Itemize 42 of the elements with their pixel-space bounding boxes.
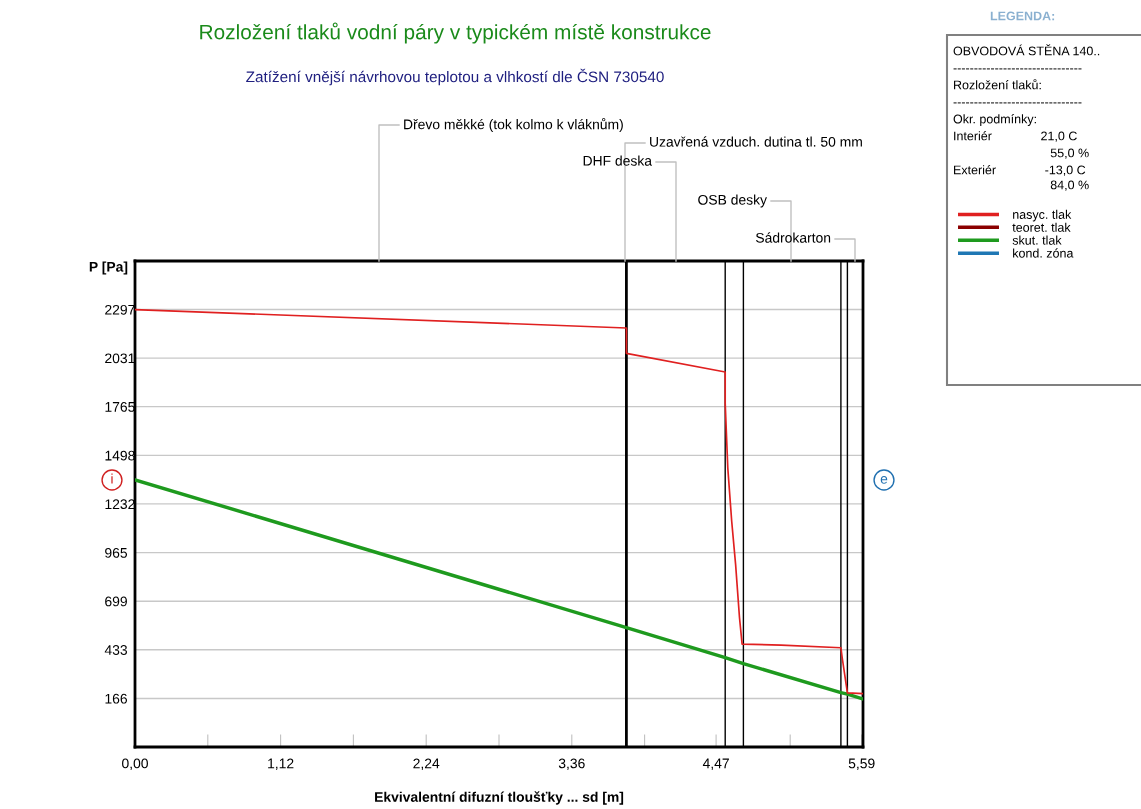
- text: Exteriér -13,0 C: [954, 165, 1086, 176]
- y-tick-label: 2297: [105, 304, 135, 315]
- text: 55,0 %: [1050, 148, 1089, 159]
- y-tick-label: 965: [105, 547, 128, 558]
- text: i: [111, 473, 113, 484]
- text: OSB desky: [698, 194, 767, 208]
- chart-subtitle: Zatížení vnější návrhovou teplotou a vlhkostí dle ČSN 730540: [246, 68, 664, 86]
- y-tick-label: 2031: [105, 353, 135, 364]
- text: -------------------------------: [953, 102, 1082, 104]
- y-tick-label: 166: [105, 693, 128, 704]
- line-series: [135, 308, 863, 695]
- x-tick-label: 4,47: [702, 758, 729, 770]
- text: Interiér 21,0 C: [954, 131, 1077, 142]
- text: DHF deska: [583, 155, 652, 166]
- text: Dřevo měkké (tok kolmo k vláknům): [404, 117, 623, 133]
- x-tick-label: 2,24: [413, 758, 440, 770]
- x-tick-label: 0,00: [122, 758, 148, 770]
- text: Sádrokarton: [755, 232, 831, 243]
- y-axis-title: P [Pa]: [89, 261, 128, 275]
- legend-label: nasyc. tlak: [1013, 209, 1072, 222]
- x-tick-label: 5,59: [848, 758, 875, 770]
- text: Rozložení tlaků:: [954, 79, 1041, 90]
- text: Okr. podmínky:: [953, 114, 1036, 126]
- legend-label: teoret. tlak: [1012, 222, 1071, 232]
- chart-title: Rozložení tlaků vodní páry v typickém místě konstrukce: [200, 22, 711, 44]
- text: 84,0 %: [1050, 180, 1089, 191]
- legend-title: LEGENDA:: [990, 11, 1055, 21]
- line-series: [135, 478, 863, 701]
- text: e: [880, 476, 888, 484]
- y-tick-label: 1765: [105, 401, 135, 412]
- text: OBVODOVÁ STĚNA 140..: [953, 44, 1100, 56]
- text: -------------------------------: [953, 68, 1082, 70]
- y-tick-label: 1232: [105, 499, 135, 510]
- legend-label: skut. tlak: [1012, 235, 1062, 245]
- y-tick-label: 1498: [105, 450, 135, 461]
- x-tick-label: 3,36: [558, 758, 585, 770]
- text: Uzavřená vzduch. dutina tl. 50 mm: [650, 136, 862, 147]
- x-axis-title: Ekvivalentní difuzní tloušťky ... sd [m]: [375, 791, 624, 805]
- legend-label: kond. zóna: [1013, 248, 1074, 258]
- y-tick-label: 699: [105, 596, 127, 607]
- x-tick-label: 1,12: [268, 758, 294, 770]
- y-tick-label: 433: [104, 645, 128, 655]
